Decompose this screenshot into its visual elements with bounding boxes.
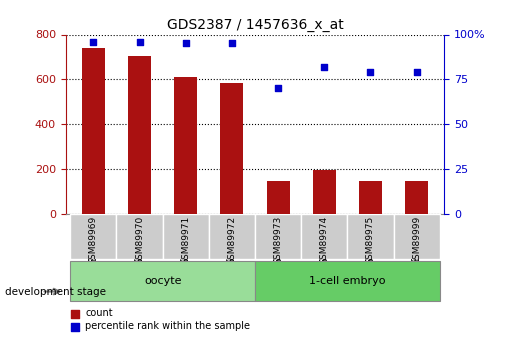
Title: GDS2387 / 1457636_x_at: GDS2387 / 1457636_x_at [167, 18, 343, 32]
Bar [220, 83, 243, 214]
Text: GSM89970: GSM89970 [135, 216, 144, 265]
Point [135, 39, 143, 45]
FancyBboxPatch shape [255, 214, 301, 259]
FancyBboxPatch shape [347, 214, 393, 259]
FancyBboxPatch shape [163, 214, 209, 259]
Bar [267, 181, 290, 214]
Point [367, 69, 375, 75]
Legend: count, percentile rank within the sample: count, percentile rank within the sample [71, 308, 250, 332]
Bar [313, 170, 336, 214]
Point [182, 41, 190, 46]
Text: 1-cell embryo: 1-cell embryo [309, 276, 386, 286]
FancyBboxPatch shape [117, 214, 163, 259]
Point [89, 39, 97, 45]
Text: GSM89969: GSM89969 [89, 216, 98, 265]
Point [228, 41, 236, 46]
Text: GSM89973: GSM89973 [274, 216, 283, 265]
FancyBboxPatch shape [393, 214, 440, 259]
Point [413, 69, 421, 75]
Text: GSM89975: GSM89975 [366, 216, 375, 265]
Bar [128, 56, 151, 214]
Bar [359, 181, 382, 214]
FancyBboxPatch shape [255, 261, 440, 302]
FancyBboxPatch shape [70, 261, 255, 302]
Text: development stage: development stage [5, 287, 106, 296]
Text: GSM89971: GSM89971 [181, 216, 190, 265]
Point [274, 86, 282, 91]
Point [320, 64, 328, 70]
FancyBboxPatch shape [209, 214, 255, 259]
Bar [405, 181, 428, 214]
Text: GSM89974: GSM89974 [320, 216, 329, 265]
Text: GSM89999: GSM89999 [412, 216, 421, 265]
Bar [174, 77, 197, 214]
FancyBboxPatch shape [70, 214, 117, 259]
Bar [82, 48, 105, 214]
FancyBboxPatch shape [301, 214, 347, 259]
Text: oocyte: oocyte [144, 276, 181, 286]
Text: GSM89972: GSM89972 [227, 216, 236, 265]
